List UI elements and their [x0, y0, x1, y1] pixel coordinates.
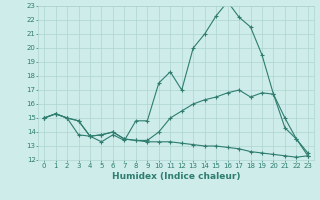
X-axis label: Humidex (Indice chaleur): Humidex (Indice chaleur): [112, 172, 240, 181]
